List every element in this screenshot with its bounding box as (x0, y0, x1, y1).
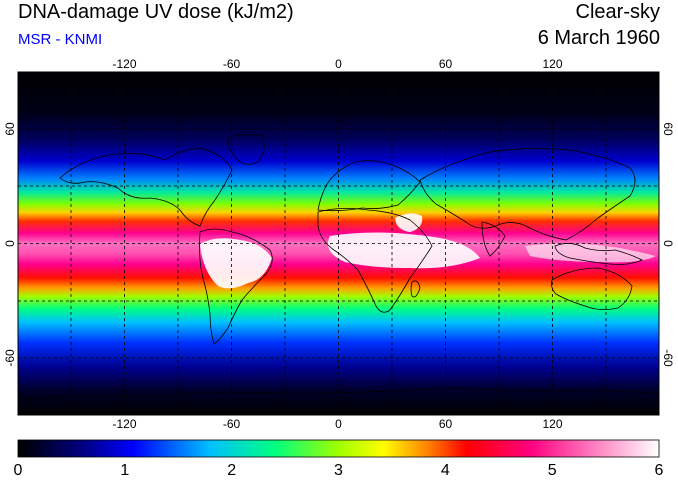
europe-coast (317, 160, 421, 212)
lon-tick-bottom: -120 (112, 417, 136, 431)
colorbar-tick: 5 (548, 462, 557, 479)
lon-tick-top: -120 (112, 57, 136, 71)
map-frame (17, 71, 660, 416)
colorbar-tick: 6 (655, 462, 664, 479)
south-america-coast (199, 228, 273, 345)
greenland-coast (227, 134, 265, 165)
source-label: MSR - KNMI (18, 31, 103, 48)
south-america-hotspot (200, 238, 272, 289)
maritime-continent-coast (554, 243, 643, 265)
africa-hotspot (327, 232, 480, 269)
colorbar-tick: 2 (227, 462, 236, 479)
lon-tick-top: -60 (223, 57, 241, 71)
colorbar-labels: 0 1 2 3 4 5 6 (14, 462, 664, 479)
asia-coast (419, 148, 636, 241)
latitude-labels-right: 60 0 -60 (661, 122, 675, 367)
lon-tick-bottom: 120 (542, 417, 562, 431)
lat-tick-right: 0 (661, 240, 675, 247)
lat-tick-right: 60 (661, 122, 675, 136)
colorbar-tick: 1 (120, 462, 129, 479)
lon-tick-top: 60 (439, 57, 453, 71)
colorbar (17, 439, 660, 458)
lon-tick-top: 0 (335, 57, 342, 71)
indian-ocean-hotspot (525, 243, 656, 263)
date-label: 6 March 1960 (537, 27, 660, 49)
lon-tick-top: 120 (542, 57, 562, 71)
lat-tick-left: 60 (3, 122, 17, 136)
lat-tick-right: -60 (661, 349, 675, 367)
map-title: DNA-damage UV dose (kJ/m2) (18, 1, 294, 23)
lon-tick-bottom: 0 (335, 417, 342, 431)
lon-tick-bottom: 60 (439, 417, 453, 431)
lat-tick-left: -60 (3, 349, 17, 367)
africa-coast (317, 208, 433, 313)
latitude-labels-left: 60 0 -60 (3, 122, 17, 367)
sky-condition-label: Clear-sky (575, 1, 660, 23)
longitude-labels-top: -120 -60 0 60 120 (112, 57, 562, 71)
australia-coast (551, 267, 633, 310)
madagascar-coast (410, 280, 421, 298)
graticule (18, 72, 659, 415)
colorbar-tick: 4 (441, 462, 450, 479)
lat-tick-left: 0 (3, 240, 17, 247)
antarctica-coast (18, 387, 659, 401)
india-coast (481, 221, 506, 257)
lon-tick-bottom: -60 (223, 417, 241, 431)
red-sea-hotspot (395, 213, 423, 232)
north-america-coast (59, 147, 233, 227)
coastlines (18, 134, 659, 401)
colorbar-tick: 0 (14, 462, 23, 479)
longitude-labels-bottom: -120 -60 0 60 120 (112, 417, 562, 431)
colorbar-tick: 3 (334, 462, 343, 479)
